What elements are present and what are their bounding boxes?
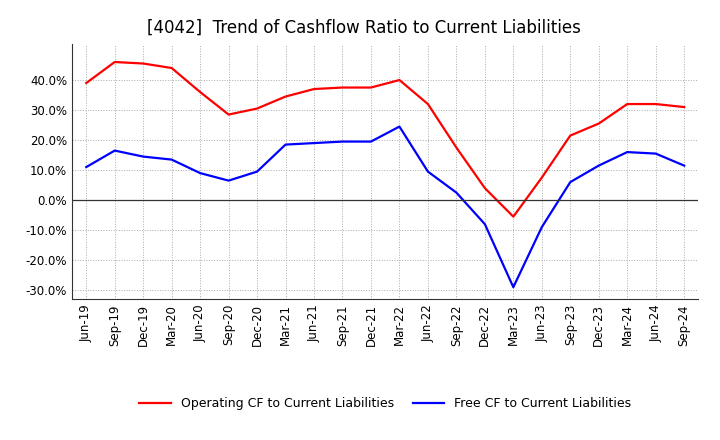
Free CF to Current Liabilities	[338, 139, 347, 144]
Operating CF to Current Liabilities	[395, 77, 404, 83]
Free CF to Current Liabilities	[282, 142, 290, 147]
Operating CF to Current Liabilities	[509, 214, 518, 219]
Text: [4042]  Trend of Cashflow Ratio to Current Liabilities: [4042] Trend of Cashflow Ratio to Curren…	[147, 19, 581, 37]
Operating CF to Current Liabilities	[225, 112, 233, 117]
Operating CF to Current Liabilities	[366, 85, 375, 90]
Free CF to Current Liabilities	[82, 165, 91, 170]
Free CF to Current Liabilities	[623, 150, 631, 155]
Operating CF to Current Liabilities	[139, 61, 148, 66]
Operating CF to Current Liabilities	[253, 106, 261, 111]
Operating CF to Current Liabilities	[338, 85, 347, 90]
Free CF to Current Liabilities	[395, 124, 404, 129]
Operating CF to Current Liabilities	[680, 104, 688, 110]
Free CF to Current Liabilities	[423, 169, 432, 174]
Free CF to Current Liabilities	[366, 139, 375, 144]
Free CF to Current Liabilities	[480, 221, 489, 227]
Operating CF to Current Liabilities	[452, 145, 461, 150]
Legend: Operating CF to Current Liabilities, Free CF to Current Liabilities: Operating CF to Current Liabilities, Fre…	[135, 392, 636, 415]
Operating CF to Current Liabilities	[310, 86, 318, 92]
Operating CF to Current Liabilities	[423, 101, 432, 106]
Free CF to Current Liabilities	[680, 163, 688, 168]
Free CF to Current Liabilities	[310, 140, 318, 146]
Free CF to Current Liabilities	[566, 180, 575, 185]
Free CF to Current Liabilities	[110, 148, 119, 153]
Free CF to Current Liabilities	[652, 151, 660, 156]
Free CF to Current Liabilities	[509, 285, 518, 290]
Operating CF to Current Liabilities	[652, 101, 660, 106]
Operating CF to Current Liabilities	[566, 133, 575, 138]
Free CF to Current Liabilities	[595, 163, 603, 168]
Free CF to Current Liabilities	[253, 169, 261, 174]
Operating CF to Current Liabilities	[480, 186, 489, 191]
Operating CF to Current Liabilities	[82, 81, 91, 86]
Operating CF to Current Liabilities	[595, 121, 603, 126]
Free CF to Current Liabilities	[139, 154, 148, 159]
Operating CF to Current Liabilities	[196, 89, 204, 95]
Operating CF to Current Liabilities	[623, 101, 631, 106]
Operating CF to Current Liabilities	[167, 66, 176, 71]
Operating CF to Current Liabilities	[537, 175, 546, 180]
Free CF to Current Liabilities	[167, 157, 176, 162]
Operating CF to Current Liabilities	[110, 59, 119, 65]
Line: Free CF to Current Liabilities: Free CF to Current Liabilities	[86, 127, 684, 287]
Free CF to Current Liabilities	[196, 170, 204, 176]
Operating CF to Current Liabilities	[282, 94, 290, 99]
Line: Operating CF to Current Liabilities: Operating CF to Current Liabilities	[86, 62, 684, 216]
Free CF to Current Liabilities	[452, 190, 461, 195]
Free CF to Current Liabilities	[537, 224, 546, 230]
Free CF to Current Liabilities	[225, 178, 233, 183]
